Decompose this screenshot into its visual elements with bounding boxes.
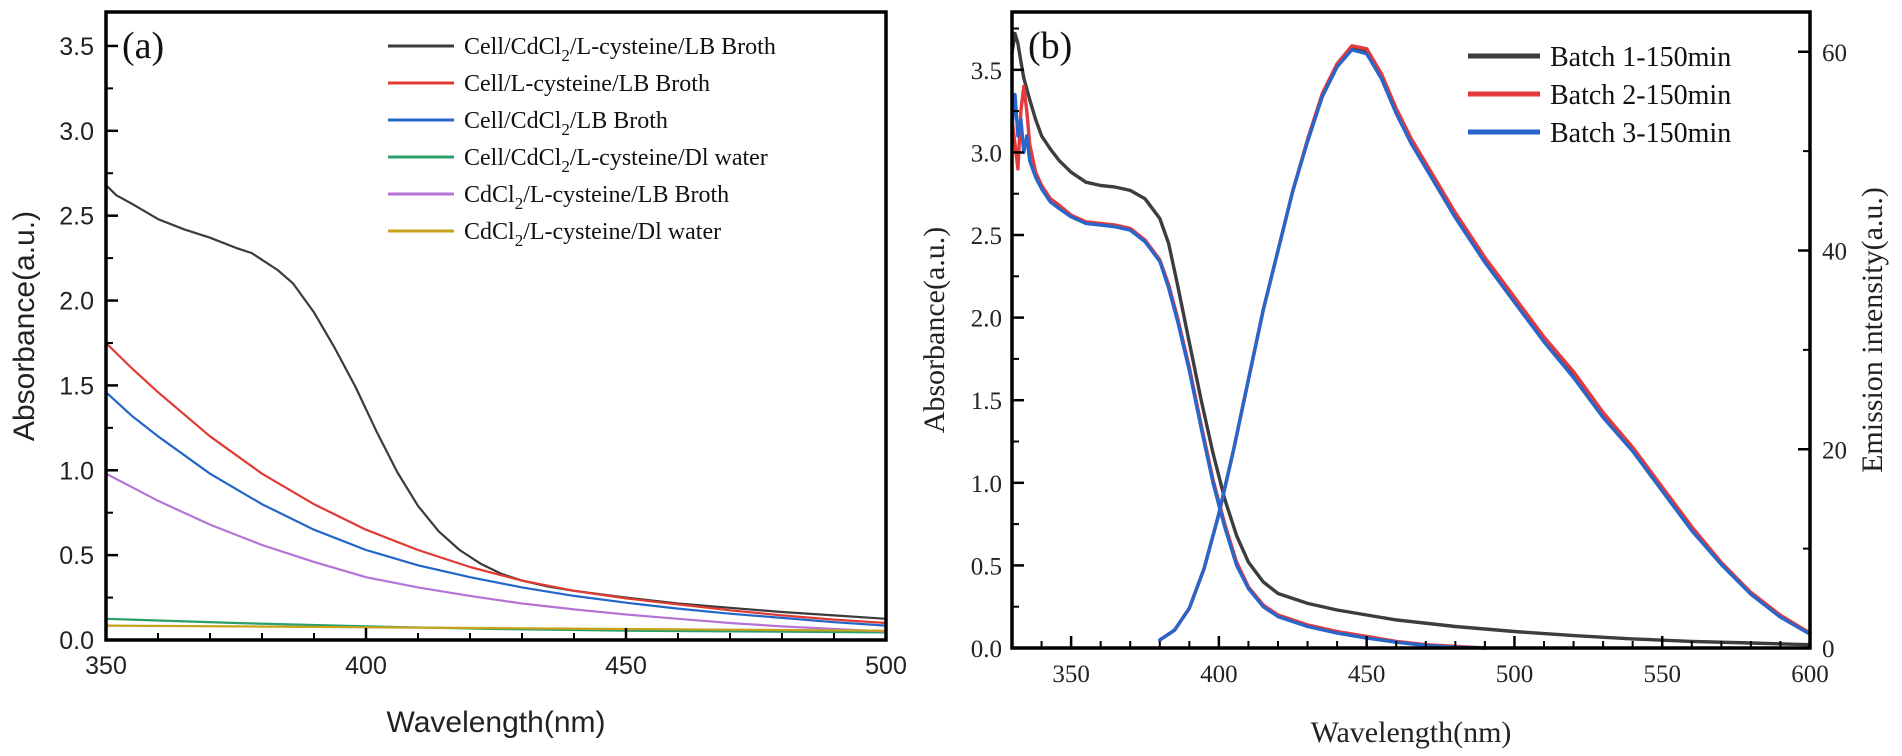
chart-a-ytick-label: 2.0: [59, 288, 94, 316]
chart-panel-b: 350 400 450 500 550 6000.00.51.01.52.02.53.03…: [918, 10, 1889, 749]
chart-a-legend-label: Cell/CdCl2/L-cysteine/LB Broth: [464, 34, 776, 65]
chart-b-legend: Batch 1-150min Batch 2-150min Batch 3-150m…: [1468, 42, 1731, 149]
chart-a-legend-label-part: /LB Broth: [570, 108, 668, 134]
chart-a-legend-label-part: CdCl: [464, 182, 515, 208]
chart-a-legend-label-part: /L-cysteine/LB Broth: [570, 34, 776, 60]
chart-b-xtick-label: 400: [1200, 661, 1238, 688]
chart-a-ytick-label: 0.0: [59, 627, 94, 655]
chart-b-ytick-label: 2.5: [971, 223, 1002, 250]
chart-a-ytick-label: 3.5: [59, 33, 94, 61]
chart-a-legend-label-part: /L-cysteine/LB Broth: [523, 182, 729, 208]
chart-b-series-3-emission-line: [1158, 48, 1812, 642]
chart-b-y2tick-label: 20: [1822, 437, 1847, 464]
chart-b-xlabel: Wavelength(nm): [1311, 716, 1512, 749]
chart-a-legend-label-part: Cell/CdCl: [464, 108, 562, 134]
chart-a-legend-label: Cell/CdCl2/L-cysteine/Dl water: [464, 145, 768, 176]
chart-a-panel-label: (a): [122, 25, 164, 67]
chart-a-plot-area: [104, 184, 888, 634]
chart-a-legend-label-subscript: 2: [515, 194, 524, 213]
chart-a-ylabel: Absorbance(a.u.): [8, 211, 41, 441]
chart-a-legend: Cell/CdCl2/L-cysteine/LB BrothCell/L-cys…: [388, 34, 776, 250]
chart-b-ytick-label: 3.0: [971, 140, 1002, 167]
chart-b-y2tick-label: 0: [1822, 636, 1835, 663]
chart-a-series-5-line: [104, 472, 888, 633]
chart-a-legend-label: CdCl2/L-cysteine/Dl water: [464, 219, 721, 250]
chart-a-legend-label-subscript: 2: [561, 157, 570, 176]
chart-a-series-1-line: [104, 184, 888, 620]
chart-a-xtick-label: 450: [605, 652, 647, 680]
chart-a-series-6-line: [104, 624, 888, 632]
chart-b-axes: 350 400 450 500 550 6000.00.51.01.52.02.53.03…: [971, 27, 1847, 688]
chart-a-axes: 350 400 450 500 0.0 0.5 1.0 1.5 2.0 2.5 3.0 3.5: [59, 33, 907, 680]
chart-a-xtick-label: 400: [345, 652, 387, 680]
chart-a-legend-label-part: /L-cysteine/Dl water: [523, 219, 721, 245]
chart-a-series-3-line: [104, 391, 888, 627]
chart-a-ytick-label: 1.0: [59, 457, 94, 485]
chart-b-ytick-label: 3.5: [971, 58, 1002, 85]
chart-b-legend-label: Batch 3-150min: [1550, 118, 1731, 149]
chart-b-xtick-label: 450: [1348, 661, 1386, 688]
chart-a-legend-label: Cell/CdCl2/LB Broth: [464, 108, 668, 139]
chart-a-ytick-label: 3.0: [59, 118, 94, 146]
chart-a-legend-label-subscript: 2: [561, 46, 570, 65]
chart-b-ytick-label: 1.5: [971, 388, 1002, 415]
chart-b-ylabel: Absorbance(a.u.): [918, 227, 951, 434]
chart-b-xtick-label: 500: [1496, 661, 1534, 688]
chart-b-y2tick-label: 40: [1822, 239, 1847, 266]
chart-a-legend-label-subscript: 2: [515, 231, 524, 250]
chart-a-legend-label-part: /L-cysteine/Dl water: [570, 145, 768, 171]
chart-a-legend-label-part: Cell/CdCl: [464, 145, 562, 171]
chart-b-series-1-absorbance-line: [1010, 31, 1812, 647]
chart-a-legend-label-part: Cell/CdCl: [464, 34, 562, 60]
chart-b-xtick-label: 550: [1643, 661, 1681, 688]
chart-a-legend-label-subscript: 2: [561, 120, 570, 139]
chart-a-legend-label-part: CdCl: [464, 219, 515, 245]
chart-a-series-2-line: [104, 341, 888, 625]
chart-a-ytick-label: 0.5: [59, 542, 94, 570]
chart-a-frame: [104, 10, 888, 642]
chart-b-series-3-absorbance-line: [1010, 92, 1487, 650]
chart-a-ytick-label: 1.5: [59, 372, 94, 400]
chart-b-legend-label: Batch 1-150min: [1550, 42, 1731, 73]
chart-b-xtick-label: 350: [1052, 661, 1090, 688]
chart-a-xtick-label: 350: [85, 652, 127, 680]
chart-a-xlabel: Wavelength(nm): [387, 706, 606, 739]
chart-a-legend-label: CdCl2/L-cysteine/LB Broth: [464, 182, 729, 213]
chart-b-y2tick-label: 60: [1822, 40, 1847, 67]
chart-b-frame: [1010, 10, 1812, 650]
chart-b-ytick-label: 0.5: [971, 553, 1002, 580]
chart-b-ytick-label: 0.0: [971, 636, 1002, 663]
chart-b-ytick-label: 1.0: [971, 471, 1002, 498]
chart-b-legend-label: Batch 2-150min: [1550, 80, 1731, 111]
chart-panel-a: 350 400 450 500 0.0 0.5 1.0 1.5 2.0 2.5 3.0 3.5 (a)…: [8, 10, 907, 739]
chart-b-panel-label: (b): [1028, 25, 1072, 67]
chart-b-y2label: Emission intensity(a.u.): [1856, 187, 1889, 473]
chart-a-ytick-label: 2.5: [59, 203, 94, 231]
chart-a-legend-label: Cell/L-cysteine/LB Broth: [464, 71, 710, 97]
chart-a-xtick-label: 500: [865, 652, 907, 680]
chart-a-legend-label-part: Cell/L-cysteine/LB Broth: [464, 71, 710, 97]
chart-b-ytick-label: 2.0: [971, 306, 1002, 333]
chart-b-plot-area: [1010, 31, 1812, 650]
chart-b-xtick-label: 600: [1791, 661, 1829, 688]
